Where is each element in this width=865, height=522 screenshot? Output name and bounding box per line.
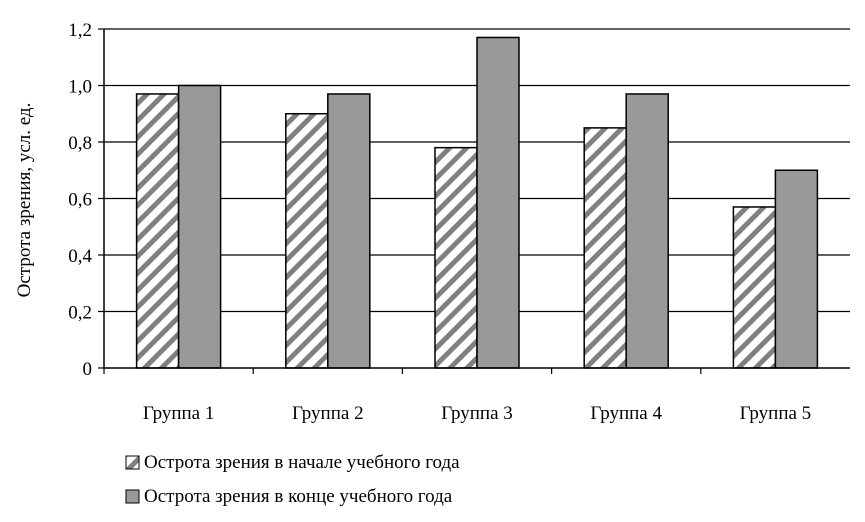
- bar-start-of-year: [285, 113, 329, 369]
- legend-label-end: Острота зрения в конце учебного года: [144, 486, 453, 507]
- bar-end-of-year: [177, 84, 222, 369]
- x-tick-label: Группа 5: [740, 403, 812, 424]
- y-tick-label: 1,0: [68, 77, 92, 98]
- legend-label-start: Острота зрения в начале учебного года: [144, 452, 460, 473]
- x-tick-label: Группа 1: [143, 403, 215, 424]
- axes: [98, 28, 850, 374]
- bar-end-of-year: [476, 36, 520, 369]
- x-tick-label: Группа 4: [590, 403, 662, 424]
- legend-swatch-end: [125, 489, 140, 504]
- bars: [135, 36, 819, 369]
- y-tick-label: 0,6: [68, 190, 92, 211]
- bar-end-of-year: [625, 93, 669, 369]
- x-tick-labels: Группа 1 Группа 2 Группа 3 Группа 4 Группа 5: [143, 403, 811, 424]
- bar-start-of-year: [434, 146, 478, 369]
- y-tick-labels: 0 0,2 0,4 0,6 0,8 1,0 1,2: [68, 20, 92, 380]
- bar-end-of-year: [327, 93, 371, 369]
- bar-start-of-year: [732, 206, 777, 369]
- y-tick-label: 0,8: [68, 133, 92, 154]
- y-tick-label: 0,4: [68, 246, 92, 267]
- x-tick-label: Группа 2: [292, 403, 364, 424]
- bar-end-of-year: [774, 169, 819, 369]
- bar-start-of-year: [135, 93, 180, 369]
- legend-swatch-start: [125, 455, 140, 470]
- legend: Острота зрения в начале учебного года Ос…: [125, 452, 460, 507]
- x-tick-label: Группа 3: [441, 403, 513, 424]
- bar-start-of-year: [583, 127, 627, 369]
- y-axis-label: Острота зрения, усл. ед.: [14, 103, 35, 298]
- y-tick-label: 0: [83, 359, 93, 380]
- y-tick-label: 0,2: [68, 303, 92, 324]
- y-tick-label: 1,2: [68, 20, 92, 41]
